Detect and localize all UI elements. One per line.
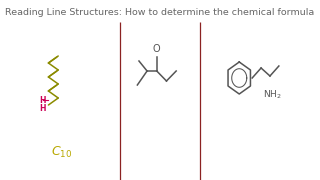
Text: $C_{10}$: $C_{10}$ [51,144,72,159]
Text: H: H [39,103,46,112]
Text: Reading Line Structures: How to determine the chemical formula: Reading Line Structures: How to determin… [5,8,315,17]
Text: NH$_2$: NH$_2$ [263,88,282,100]
Text: O: O [153,44,161,54]
Text: H: H [39,96,46,105]
